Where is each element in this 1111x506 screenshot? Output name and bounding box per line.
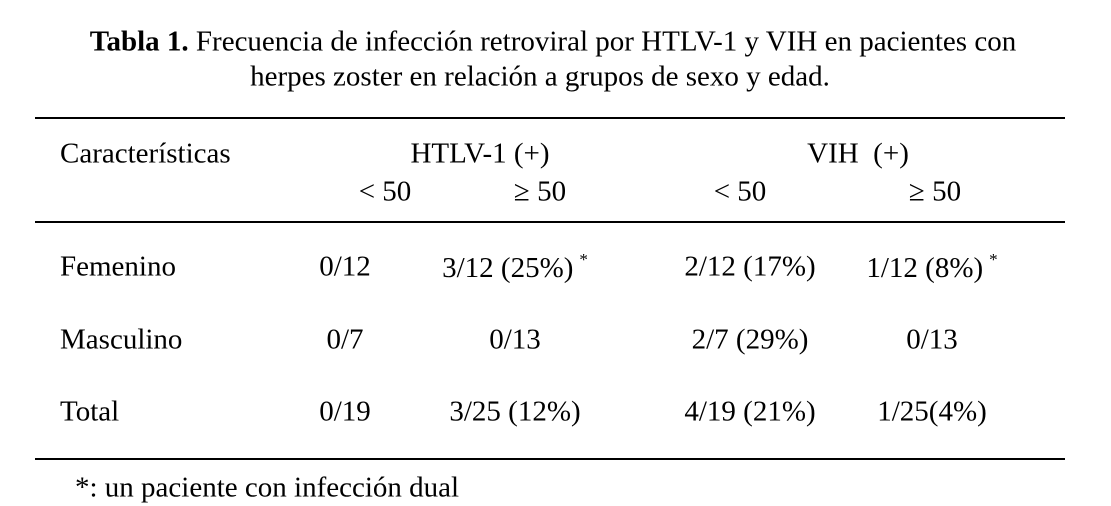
cell: 0/13 (906, 323, 958, 356)
table-label: Tabla 1. (89, 25, 189, 58)
cell-text: 4/19 (21%) (684, 395, 816, 428)
sub-header: ≥ 50 (908, 175, 962, 208)
sub-header: < 50 (358, 175, 412, 208)
cell: 0/7 (326, 323, 364, 356)
cell-text: 1/12 (8%) (866, 252, 984, 284)
cell-text: 2/12 (17%) (684, 250, 816, 283)
cell-text: 0/19 (319, 395, 371, 428)
cell: 0/13 (489, 323, 541, 356)
cell-text: 0/13 (489, 323, 541, 356)
bottom-rule (35, 458, 1065, 460)
cell-text: 3/12 (25%) (442, 252, 574, 284)
sub-header: < 50 (713, 175, 767, 208)
cell-text: 0/12 (319, 250, 371, 283)
column-header: Características (60, 137, 231, 170)
cell: 0/12 (319, 250, 371, 283)
group-header: VIH (+) (807, 137, 909, 170)
cell: 4/19 (21%) (684, 395, 816, 428)
row-label: Femenino (60, 250, 176, 283)
cell-text: 0/13 (906, 323, 958, 356)
sub-header: ≥ 50 (513, 175, 567, 208)
row-label: Total (60, 395, 120, 428)
header-rule (35, 221, 1065, 223)
cell: 2/7 (29%) (691, 323, 809, 356)
row-label: Masculino (60, 323, 183, 356)
cell: 0/19 (319, 395, 371, 428)
cell: 3/25 (12%) (449, 395, 581, 428)
cell-text: 3/25 (12%) (449, 395, 581, 428)
title-line: herpes zoster en relación a grupos de se… (250, 60, 830, 93)
note-mark: * (989, 250, 998, 269)
cell: 1/12 (8%) * (866, 251, 997, 283)
note-mark: * (579, 250, 588, 269)
top-rule (35, 117, 1065, 119)
cell: 2/12 (17%) (684, 250, 816, 283)
title-line: Tabla 1. Frecuencia de infección retrovi… (89, 25, 1017, 58)
cell-text: 0/7 (326, 323, 364, 356)
cell: 3/12 (25%) * (442, 251, 588, 283)
footnote: *: un paciente con infección dual (75, 471, 460, 504)
cell-text: 1/25(4%) (877, 395, 987, 428)
cell: 1/25(4%) (877, 395, 987, 428)
title-text: Frecuencia de infección retroviral por H… (195, 25, 1017, 58)
cell-text: 2/7 (29%) (691, 323, 809, 356)
group-header: HTLV-1 (+) (410, 137, 550, 170)
